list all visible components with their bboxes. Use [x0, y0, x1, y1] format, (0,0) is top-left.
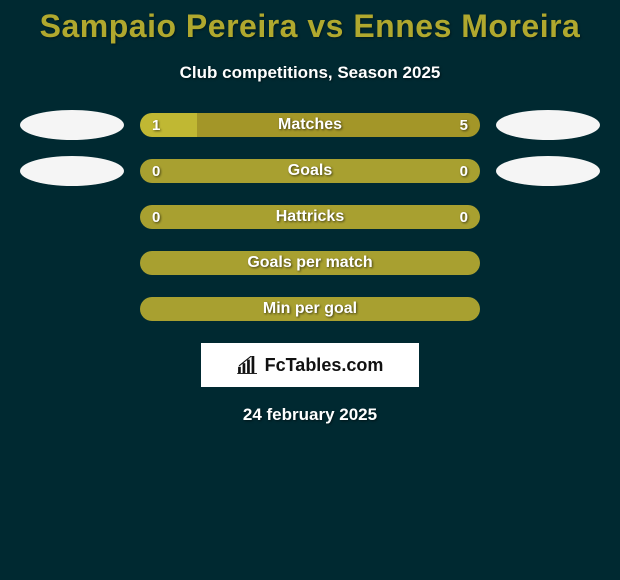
stat-bar: Min per goal — [140, 297, 480, 321]
stat-bar: 15Matches — [140, 113, 480, 137]
stat-row: 00Goals — [0, 159, 620, 183]
bar-chart-icon — [237, 356, 259, 374]
stat-row: Goals per match — [0, 251, 620, 275]
stat-bar: 00Hattricks — [140, 205, 480, 229]
stat-bar-left — [140, 251, 310, 275]
stat-bar-right — [310, 159, 480, 183]
stat-bar-left — [140, 297, 310, 321]
stat-row: 00Hattricks — [0, 205, 620, 229]
subtitle: Club competitions, Season 2025 — [0, 63, 620, 83]
player-avatar-left — [20, 110, 124, 140]
logo: FcTables.com — [237, 355, 384, 376]
player-avatar-left — [20, 156, 124, 186]
logo-text: FcTables.com — [265, 355, 384, 376]
stat-bar-right — [197, 113, 480, 137]
comparison-infographic: Sampaio Pereira vs Ennes Moreira Club co… — [0, 0, 620, 425]
stat-bar: Goals per match — [140, 251, 480, 275]
logo-box: FcTables.com — [201, 343, 419, 387]
player-avatar-right — [496, 110, 600, 140]
stat-bar-left — [140, 205, 310, 229]
stat-rows: 15Matches 00Goals 00Hattricks Goals per mat… — [0, 113, 620, 321]
stat-bar-right — [310, 251, 480, 275]
stat-bar: 00Goals — [140, 159, 480, 183]
page-title: Sampaio Pereira vs Ennes Moreira — [0, 8, 620, 45]
player-avatar-right — [496, 156, 600, 186]
stat-row: 15Matches — [0, 113, 620, 137]
stat-row: Min per goal — [0, 297, 620, 321]
date-text: 24 february 2025 — [0, 405, 620, 425]
stat-bar-left — [140, 113, 197, 137]
stat-bar-right — [310, 297, 480, 321]
stat-bar-right — [310, 205, 480, 229]
stat-bar-left — [140, 159, 310, 183]
